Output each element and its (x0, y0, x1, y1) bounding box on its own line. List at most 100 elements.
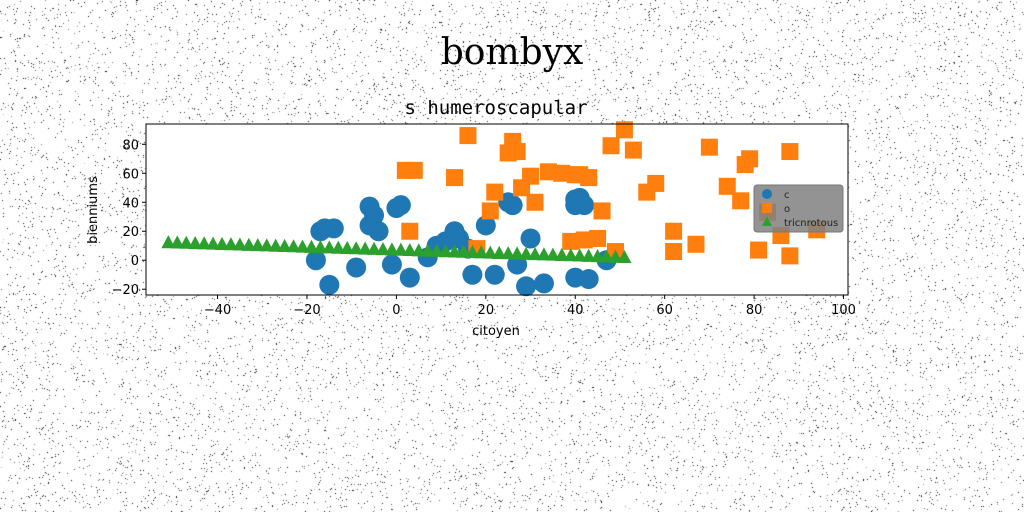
data-point-triangle (277, 238, 292, 252)
data-point-circle (399, 267, 420, 288)
data-point-triangle (519, 246, 534, 260)
data-point-triangle (232, 237, 247, 251)
plot-frame (145, 123, 849, 296)
series-square (396, 121, 826, 265)
data-point-triangle (358, 241, 373, 255)
data-point-square (718, 177, 736, 195)
data-point-triangle (393, 242, 408, 256)
data-point-square (401, 222, 419, 240)
legend-label: tricnrotous (784, 218, 838, 229)
data-point-triangle (286, 239, 301, 253)
data-point-square (700, 138, 718, 156)
data-point-triangle (572, 248, 587, 262)
data-point-circle (346, 257, 367, 278)
x-tick-label: 0 (392, 303, 400, 318)
legend-marker-triangle (762, 216, 772, 226)
data-point-square (481, 202, 499, 220)
data-point-triangle (250, 238, 265, 252)
data-point-triangle (367, 241, 382, 255)
data-point-triangle (545, 247, 560, 261)
data-point-triangle (295, 239, 310, 253)
data-point-triangle (349, 241, 364, 255)
x-axis: −40 −20 0 20 40 60 80 100 (204, 295, 856, 318)
data-point-triangle (438, 244, 453, 258)
x-tick-label: 100 (831, 303, 856, 318)
data-point-circle (578, 269, 599, 290)
data-point-square (522, 167, 540, 185)
data-point-triangle (340, 240, 355, 255)
x-tick-label: 20 (478, 303, 495, 318)
data-point-triangle (608, 249, 623, 263)
data-point-triangle (599, 249, 614, 263)
legend-label: c (784, 190, 790, 201)
data-point-square (741, 150, 759, 168)
data-point-triangle (563, 248, 578, 262)
data-point-square (750, 241, 768, 259)
data-point-circle (305, 250, 326, 271)
data-point-triangle (447, 244, 462, 258)
data-point-circle (516, 276, 537, 297)
data-point-square (526, 193, 544, 211)
data-point-square (539, 163, 557, 181)
data-point-square (405, 161, 423, 179)
data-point-circle (520, 228, 541, 249)
data-point-triangle (465, 244, 480, 259)
figure-suptitle: bombyx (440, 32, 584, 73)
data-point-triangle (411, 243, 426, 257)
data-point-triangle (170, 235, 185, 249)
data-point-triangle (456, 244, 471, 258)
data-points (161, 121, 826, 297)
data-point-triangle (420, 243, 435, 257)
data-point-triangle (581, 248, 596, 262)
data-point-square (647, 174, 665, 192)
data-point-circle (533, 273, 554, 294)
y-tick-label: −20 (112, 283, 139, 298)
chart-title: s humeroscapular (404, 97, 587, 119)
data-point-triangle (179, 235, 194, 249)
data-point-triangle (510, 246, 525, 260)
x-tick-label: 60 (656, 303, 673, 318)
y-axis-label: bienniums (86, 176, 101, 244)
x-tick-label: 80 (746, 303, 763, 318)
data-point-square (781, 143, 799, 161)
data-point-square (593, 202, 611, 220)
data-point-triangle (501, 246, 516, 260)
data-point-circle (484, 264, 505, 285)
legend-marker-square (762, 203, 772, 213)
data-point-square (589, 229, 607, 247)
data-point-triangle (402, 242, 417, 257)
legend-marker-circle (762, 189, 772, 199)
data-point-triangle (206, 236, 221, 250)
data-point-triangle (492, 245, 507, 259)
legend-label: o (784, 204, 790, 215)
data-point-circle (323, 218, 344, 239)
data-point-square (575, 231, 593, 249)
data-point-triangle (197, 236, 212, 250)
y-tick-label: 40 (122, 196, 139, 211)
data-point-square (665, 222, 683, 240)
data-point-triangle (313, 240, 328, 254)
data-point-triangle (528, 247, 543, 261)
data-point-square (562, 232, 580, 250)
data-point-triangle (223, 237, 238, 251)
y-tick-label: 0 (131, 254, 139, 269)
data-point-circle (381, 254, 402, 275)
x-tick-label: 40 (567, 303, 584, 318)
data-point-circle (368, 221, 389, 242)
data-point-square (781, 247, 799, 265)
data-point-triangle (474, 245, 489, 259)
y-axis: −20 0 20 40 60 80 (112, 138, 146, 298)
data-point-triangle (590, 249, 605, 263)
data-point-triangle (483, 245, 498, 259)
data-point-square (602, 137, 620, 155)
x-axis-label: citoyen (472, 324, 520, 339)
data-point-square (615, 121, 633, 139)
data-point-triangle (188, 236, 203, 250)
legend-box (753, 184, 844, 233)
data-point-circle (390, 195, 411, 216)
data-point-triangle (617, 249, 632, 264)
series-circle (305, 187, 617, 297)
plot-area (145, 121, 849, 297)
data-point-triangle (429, 243, 444, 257)
